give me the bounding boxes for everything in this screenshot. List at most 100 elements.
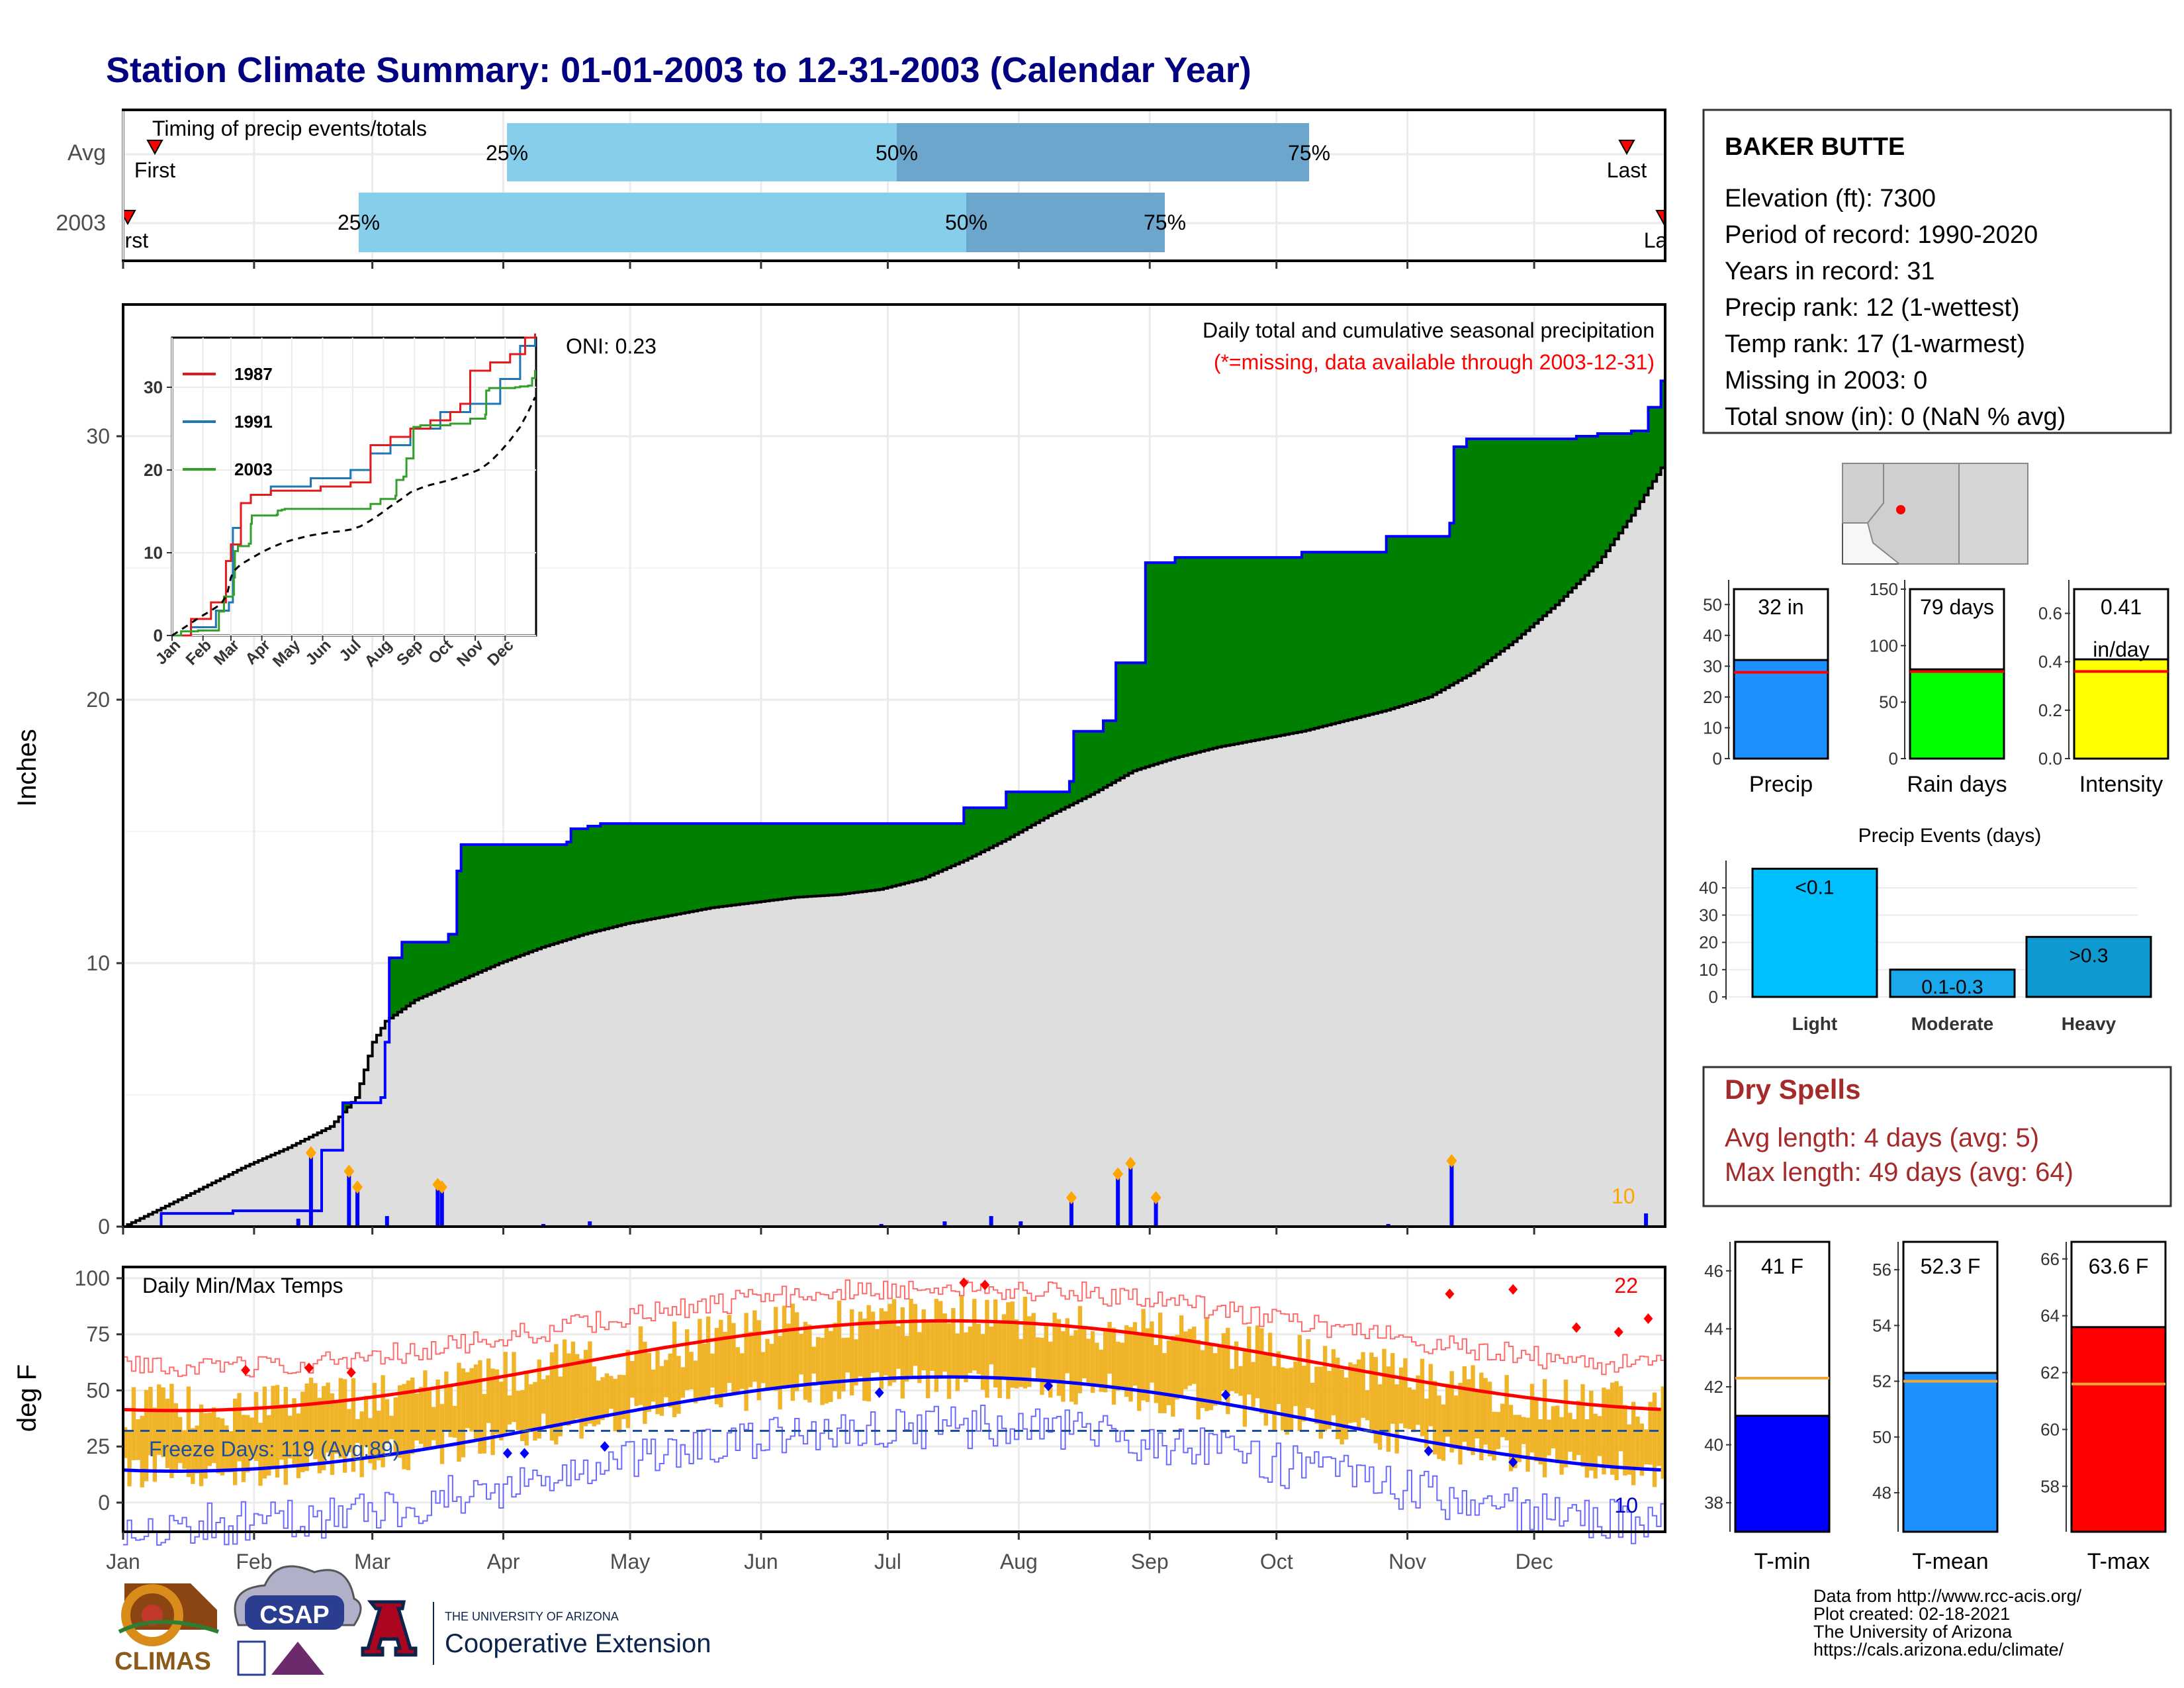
record-low-marker — [1044, 1380, 1053, 1391]
daily-temp-bar — [705, 1316, 711, 1400]
cumulative-diff-fill — [414, 942, 420, 1000]
cumulative-diff-fill — [452, 934, 457, 984]
daily-temp-bar — [930, 1323, 934, 1371]
daily-temp-bar — [740, 1353, 745, 1389]
cumulative-diff-fill — [393, 958, 398, 1015]
month-label: Feb — [236, 1550, 272, 1573]
daily-precip-bar — [1154, 1197, 1158, 1227]
daily-precip-bar — [296, 1219, 300, 1227]
cumulative-diff-fill — [854, 823, 859, 893]
events-category-label: Light — [1792, 1013, 1837, 1034]
daily-temp-bar — [393, 1397, 398, 1454]
cumulative-diff-fill — [634, 823, 639, 922]
daily-temp-bar — [833, 1323, 837, 1391]
cumulative-diff-fill — [621, 823, 627, 925]
daily-temp-bar — [377, 1411, 381, 1461]
cumulative-diff-fill — [1635, 431, 1641, 509]
station-info-line: Missing in 2003: 0 — [1725, 367, 1927, 395]
cumulative-diff-fill — [432, 942, 436, 993]
daily-temp-bar — [461, 1368, 466, 1458]
daily-temp-bar — [1065, 1318, 1069, 1374]
y-tick-label: 30 — [86, 424, 110, 448]
cumulative-diff-fill — [558, 844, 563, 943]
daily-temp-bar — [1171, 1336, 1175, 1417]
cumulative-diff-fill — [1141, 663, 1146, 769]
daily-temp-bar — [136, 1419, 140, 1460]
cumulative-diff-fill — [1500, 438, 1506, 651]
cumulative-diff-fill — [482, 844, 487, 971]
mini-bar-value-label: 0.41 — [2101, 595, 2142, 619]
cumulative-diff-fill — [1289, 557, 1294, 734]
timing-p50-label: 50% — [945, 211, 987, 234]
daily-temp-bar — [482, 1393, 487, 1454]
cumulative-diff-fill — [1538, 438, 1543, 620]
cumulative-diff-fill — [1162, 563, 1167, 762]
daily-temp-bar — [778, 1336, 782, 1410]
daily-temp-bar — [381, 1375, 385, 1468]
daily-temp-bar — [841, 1337, 846, 1392]
daily-temp-bar — [714, 1327, 719, 1405]
daily-temp-bar — [1132, 1322, 1138, 1386]
cumulative-diff-fill — [1458, 446, 1463, 680]
daily-temp-bar — [1458, 1383, 1463, 1465]
daily-temp-bar — [1327, 1370, 1332, 1429]
timing-bar-50-75 — [966, 193, 1165, 252]
inset-line-2003 — [172, 369, 536, 637]
cumulative-diff-fill — [1508, 438, 1514, 645]
daily-temp-bar — [583, 1350, 588, 1427]
daily-temp-bar — [680, 1367, 686, 1398]
daily-temp-bar — [1331, 1349, 1336, 1416]
daily-temp-bar — [317, 1397, 322, 1474]
daily-temp-bar — [786, 1323, 791, 1385]
daily-temp-bar — [972, 1299, 977, 1371]
cumulative-diff-fill — [841, 823, 846, 894]
record-low-line — [123, 1405, 1665, 1546]
daily-temp-bar — [1420, 1358, 1425, 1436]
cumulative-diff-fill — [1340, 552, 1345, 722]
daily-temp-bar — [237, 1393, 242, 1462]
daily-temp-bar — [1027, 1316, 1032, 1387]
cumulative-diff-fill — [596, 826, 601, 931]
daily-temp-bar — [199, 1404, 204, 1487]
y-tick-label: 0 — [98, 1215, 110, 1239]
daily-temp-bar — [1322, 1346, 1328, 1432]
daily-temp-bar — [1001, 1314, 1007, 1380]
temperature-bar-charts: 38 40 42 44 46 41 F T-min 48 50 52 54 56 52.3 F T-mea… — [1704, 1241, 2167, 1574]
daily-precip-bar — [1449, 1160, 1454, 1227]
cumulative-diff-fill — [1555, 438, 1561, 605]
daily-temp-bar — [1441, 1404, 1446, 1461]
daily-temp-bar — [964, 1332, 968, 1383]
daily-temp-bar — [1343, 1378, 1349, 1440]
cumulative-diff-fill — [427, 942, 432, 995]
record-high-marker — [1445, 1288, 1455, 1299]
daily-temp-bar — [444, 1371, 449, 1430]
daily-temp-bar — [1023, 1296, 1028, 1389]
daily-temp-bar — [1390, 1353, 1395, 1424]
station-info-line: Total snow (in): 0 (NaN % avg) — [1725, 403, 2066, 431]
cumulative-diff-fill — [1563, 438, 1569, 596]
daily-temp-bar — [549, 1352, 555, 1441]
daily-precip-marker — [1113, 1167, 1124, 1181]
daily-temp-bar — [528, 1384, 533, 1432]
daily-temp-bar — [1158, 1312, 1163, 1413]
cumulative-diff-fill — [980, 808, 985, 853]
daily-temp-bar — [1538, 1419, 1543, 1465]
cumulative-diff-fill — [1099, 731, 1104, 790]
timing-p25-label: 25% — [486, 141, 528, 165]
temp-bar-value-label: 41 F — [1761, 1254, 1803, 1278]
timing-p75-label: 75% — [1144, 211, 1186, 234]
cumulative-diff-fill — [418, 942, 424, 998]
daily-temp-bar — [1242, 1351, 1248, 1427]
cumulative-diff-fill — [714, 823, 719, 908]
daily-temp-bar — [494, 1369, 500, 1434]
cumulative-diff-fill — [782, 823, 787, 899]
daily-temp-bar — [613, 1378, 617, 1432]
temp-bar-y-label: 42 — [1704, 1377, 1723, 1397]
cumulative-diff-fill — [1475, 438, 1480, 671]
cumulative-diff-fill — [1205, 557, 1210, 751]
daily-temp-bar — [499, 1382, 504, 1440]
daily-precip-marker — [1066, 1191, 1077, 1205]
daily-temp-bar — [824, 1326, 829, 1404]
mini-bar-name: Intensity — [2079, 772, 2163, 797]
cumulative-diff-fill — [1314, 552, 1320, 728]
